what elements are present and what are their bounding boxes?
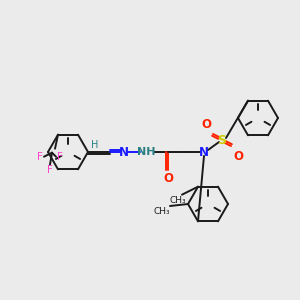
Text: CH₃: CH₃ (154, 208, 170, 217)
Text: F: F (57, 152, 63, 162)
Text: CH₃: CH₃ (170, 196, 186, 205)
Text: NH: NH (137, 147, 155, 157)
Text: O: O (233, 149, 243, 163)
Text: N: N (199, 146, 209, 158)
Text: N: N (119, 146, 129, 158)
Text: F: F (37, 152, 43, 162)
Text: F: F (47, 165, 53, 175)
Text: H: H (91, 140, 99, 150)
Text: O: O (201, 118, 211, 130)
Text: O: O (163, 172, 173, 184)
Text: S: S (218, 134, 226, 146)
